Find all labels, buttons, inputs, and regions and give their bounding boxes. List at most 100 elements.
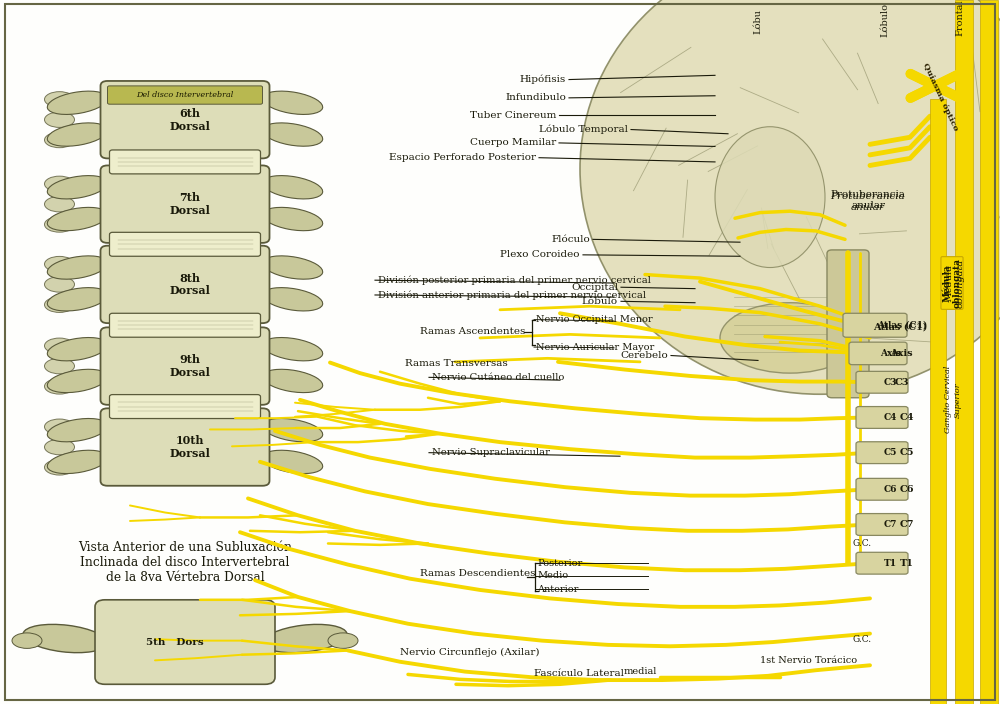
Ellipse shape — [262, 123, 323, 146]
Text: Lóbu: Lóbu — [754, 8, 763, 34]
Bar — [930, 99, 946, 704]
Ellipse shape — [262, 208, 323, 231]
Ellipse shape — [44, 460, 74, 475]
Ellipse shape — [47, 175, 108, 199]
Ellipse shape — [47, 91, 108, 115]
Text: Cuerpo Mamilar: Cuerpo Mamilar — [470, 139, 556, 147]
Text: 8th
Dorsal: 8th Dorsal — [170, 272, 210, 296]
Text: C6: C6 — [900, 485, 914, 494]
Text: Quiasma óptico: Quiasma óptico — [921, 61, 959, 132]
Text: Médula
oblongata: Médula oblongata — [942, 258, 962, 308]
Text: medial: medial — [623, 667, 657, 676]
Ellipse shape — [44, 358, 74, 374]
Text: Nervio Cutáneo del cuello: Nervio Cutáneo del cuello — [432, 373, 564, 382]
FancyBboxPatch shape — [110, 313, 260, 337]
Ellipse shape — [44, 92, 74, 107]
Ellipse shape — [580, 0, 1000, 394]
Text: Posterior: Posterior — [537, 559, 582, 567]
Text: Occipital: Occipital — [571, 283, 618, 291]
Ellipse shape — [12, 633, 42, 648]
Text: Hipófisis: Hipófisis — [520, 75, 566, 84]
Text: Atlas (C1): Atlas (C1) — [873, 322, 927, 331]
Text: 1st Nervio Torácico: 1st Nervio Torácico — [760, 656, 857, 665]
Text: Tuber Cinereum: Tuber Cinereum — [470, 111, 556, 120]
Ellipse shape — [47, 256, 108, 279]
Text: Flóculo: Flóculo — [551, 235, 590, 244]
FancyBboxPatch shape — [110, 232, 260, 256]
Text: C7: C7 — [884, 520, 897, 529]
Text: C4: C4 — [900, 413, 914, 422]
Text: Frontal: Frontal — [956, 0, 964, 36]
Ellipse shape — [262, 288, 323, 311]
Ellipse shape — [47, 451, 108, 474]
Text: C3: C3 — [884, 378, 898, 386]
Text: C5: C5 — [900, 448, 914, 457]
Text: Nervio Supraclavicular: Nervio Supraclavicular — [432, 448, 550, 457]
Ellipse shape — [44, 277, 74, 292]
Text: Axis: Axis — [880, 349, 901, 358]
Ellipse shape — [262, 418, 323, 442]
Text: T1: T1 — [884, 559, 897, 567]
Text: Médula
oblongata: Médula oblongata — [945, 259, 965, 308]
Text: G.C.: G.C. — [852, 539, 872, 548]
FancyBboxPatch shape — [136, 335, 234, 397]
Ellipse shape — [720, 303, 860, 373]
Text: Medio: Medio — [537, 572, 568, 580]
Ellipse shape — [47, 288, 108, 311]
Text: División posterior primaria del primer nervio cervical: División posterior primaria del primer n… — [378, 275, 651, 285]
Text: Cerebelo: Cerebelo — [620, 351, 668, 360]
FancyBboxPatch shape — [856, 552, 908, 574]
Text: Infundibulo: Infundibulo — [505, 94, 566, 102]
Text: Lóbulo Temporal: Lóbulo Temporal — [539, 125, 628, 134]
Ellipse shape — [44, 379, 74, 394]
Ellipse shape — [47, 123, 108, 146]
Bar — [980, 0, 998, 704]
FancyBboxPatch shape — [100, 165, 270, 243]
Text: Protuberancia
anular: Protuberancia anular — [831, 192, 905, 212]
Ellipse shape — [47, 337, 108, 361]
FancyBboxPatch shape — [849, 342, 907, 365]
FancyBboxPatch shape — [856, 371, 908, 393]
Ellipse shape — [262, 370, 323, 393]
FancyBboxPatch shape — [95, 600, 275, 684]
Ellipse shape — [44, 196, 74, 212]
Text: Axis: Axis — [890, 349, 913, 358]
Ellipse shape — [44, 338, 74, 353]
Ellipse shape — [47, 208, 108, 231]
Text: Ganglio Cervical
Superior: Ganglio Cervical Superior — [944, 366, 962, 434]
Text: 6th
Dorsal: 6th Dorsal — [170, 108, 210, 132]
Text: C3: C3 — [895, 378, 910, 386]
Text: Atlas (C1): Atlas (C1) — [877, 321, 927, 329]
Ellipse shape — [262, 91, 323, 115]
Ellipse shape — [44, 132, 74, 148]
FancyBboxPatch shape — [856, 442, 908, 464]
Ellipse shape — [44, 419, 74, 434]
Ellipse shape — [263, 624, 347, 653]
Ellipse shape — [47, 370, 108, 393]
Ellipse shape — [44, 217, 74, 232]
Ellipse shape — [44, 297, 74, 313]
Text: Anterior: Anterior — [537, 585, 578, 593]
Text: C6: C6 — [884, 485, 898, 494]
FancyBboxPatch shape — [827, 250, 869, 398]
Ellipse shape — [44, 439, 74, 455]
Text: C7: C7 — [900, 520, 914, 529]
FancyBboxPatch shape — [136, 173, 234, 235]
Text: Lóbulo: Lóbulo — [582, 297, 618, 306]
Text: 7th
Dorsal: 7th Dorsal — [170, 192, 210, 216]
FancyBboxPatch shape — [110, 394, 260, 418]
Bar — [955, 0, 973, 704]
Ellipse shape — [44, 112, 74, 127]
FancyBboxPatch shape — [136, 89, 234, 151]
Ellipse shape — [262, 256, 323, 279]
Text: Ramas Descendientes: Ramas Descendientes — [420, 569, 536, 577]
Ellipse shape — [328, 633, 358, 648]
Text: Nervio Auricular Mayor: Nervio Auricular Mayor — [536, 343, 654, 351]
Text: 5th   Dors: 5th Dors — [146, 638, 204, 646]
FancyBboxPatch shape — [856, 479, 908, 500]
Text: Del disco Intervertebral: Del disco Intervertebral — [136, 91, 234, 99]
Text: Ramas Transversas: Ramas Transversas — [405, 359, 508, 367]
Text: Ramas Ascendentes: Ramas Ascendentes — [420, 327, 525, 336]
FancyBboxPatch shape — [100, 408, 270, 486]
FancyBboxPatch shape — [843, 313, 907, 337]
